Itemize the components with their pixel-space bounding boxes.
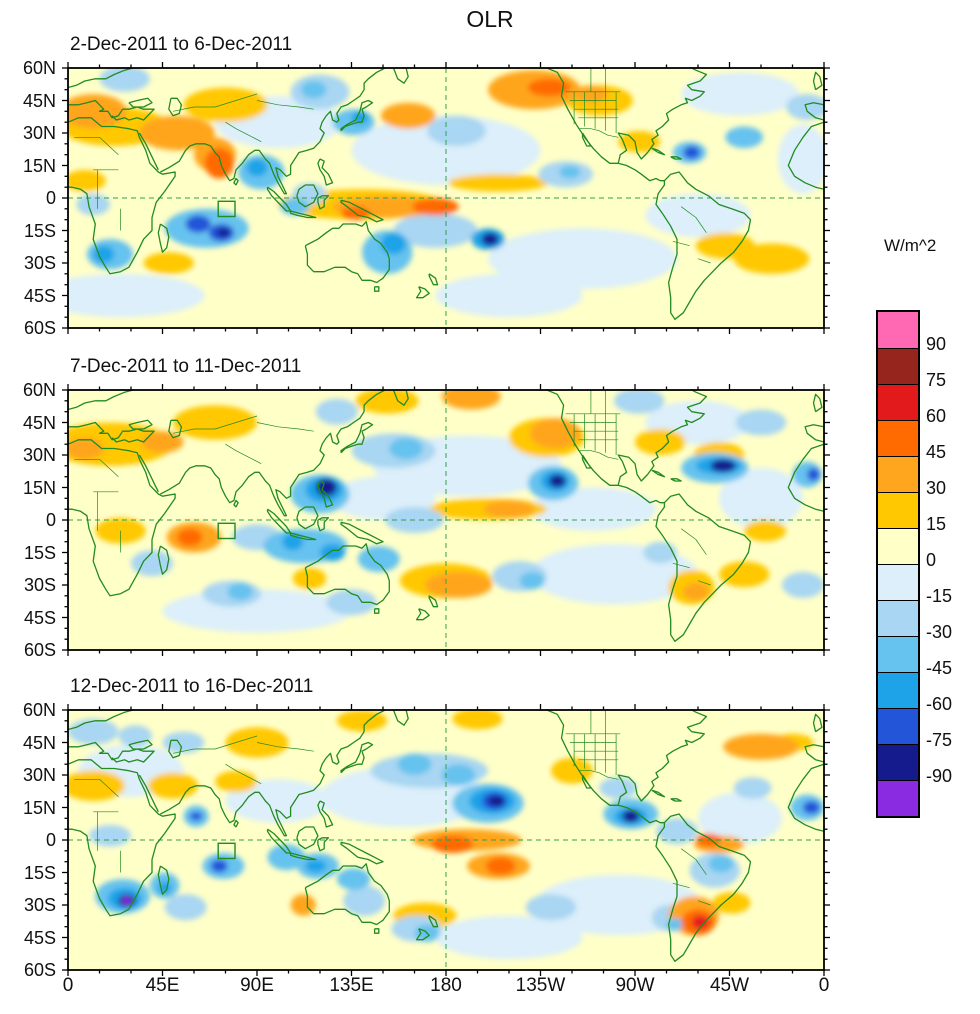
roi-box xyxy=(217,842,236,860)
roi-box xyxy=(217,522,236,540)
colorbar-tick-label: -60 xyxy=(926,694,953,714)
map-panel-svg xyxy=(61,61,831,335)
lon-tick-label: 45E xyxy=(145,975,180,996)
lat-tick-label: 0 xyxy=(45,510,56,530)
lon-tick-label: 135E xyxy=(329,975,374,996)
lat-tick-label: 30S xyxy=(23,575,56,595)
colorbar-segment xyxy=(878,744,918,780)
colorbar-tick-label: 0 xyxy=(926,550,937,570)
colorbar-segment xyxy=(878,600,918,636)
colorbar-tick-label: 45 xyxy=(926,442,947,462)
colorbar xyxy=(876,310,920,818)
lat-tick-label: 30N xyxy=(22,445,56,465)
roi-box xyxy=(217,200,236,218)
lat-tick-label: 15N xyxy=(22,155,56,176)
lat-tick-label: 45S xyxy=(23,285,56,306)
lon-tick-label: 45W xyxy=(709,975,750,996)
map-panel-svg xyxy=(61,703,831,977)
colorbar-tick-label: -30 xyxy=(926,622,953,642)
anomaly-field xyxy=(68,68,824,318)
colorbar-segment xyxy=(878,456,918,492)
map-panel-2 xyxy=(60,382,832,658)
colorbar-segment xyxy=(878,708,918,744)
lon-tick-label: 90W xyxy=(615,975,655,996)
lat-tick-label: 45N xyxy=(22,90,56,111)
lat-tick-label: 45S xyxy=(23,927,56,948)
lat-tick-label: 45N xyxy=(22,732,56,753)
lat-tick-label: 15S xyxy=(23,220,56,241)
lat-tick-label: 60S xyxy=(23,640,56,660)
colorbar-segment xyxy=(878,672,918,708)
lat-tick-label: 15S xyxy=(23,542,56,563)
colorbar-segment xyxy=(878,564,918,600)
lat-tick-label: 60N xyxy=(22,700,56,720)
lat-tick-label: 0 xyxy=(45,188,56,208)
colorbar-tick-label: -45 xyxy=(926,658,953,678)
colorbar-tick-label: 90 xyxy=(926,334,947,354)
lat-tick-label: 60N xyxy=(22,58,56,78)
lon-tick-label: 180 xyxy=(430,975,462,996)
colorbar-segment xyxy=(878,528,918,564)
lat-tick-label: 30S xyxy=(23,895,56,915)
colorbar-units-label: W/m^2 xyxy=(884,236,937,255)
colorbar-tick-label: 75 xyxy=(926,370,947,390)
lon-tick-label: 90E xyxy=(240,975,274,996)
lat-tick-label: 60N xyxy=(22,380,56,400)
colorbar-tick-label: -15 xyxy=(926,586,953,606)
anomaly-field xyxy=(68,710,824,960)
colorbar-segment xyxy=(878,780,918,816)
colorbar-segment xyxy=(878,492,918,528)
lat-tick-label: 45N xyxy=(22,412,56,433)
panel-2-title: 7-Dec-2011 to 11-Dec-2011 xyxy=(70,356,302,377)
lon-tick-label: 135W xyxy=(515,975,566,996)
colorbar-tick-label: 30 xyxy=(926,478,947,498)
colorbar-tick-label: 15 xyxy=(926,514,947,534)
colorbar-segment xyxy=(878,384,918,420)
map-panel-1 xyxy=(60,60,832,336)
colorbar-segment xyxy=(878,636,918,672)
colorbar-tick-label: -90 xyxy=(926,766,953,786)
lat-tick-label: 30S xyxy=(23,253,56,273)
figure-title: OLR xyxy=(466,6,514,32)
colorbar-tick-label: 60 xyxy=(926,406,947,426)
lat-tick-label: 15S xyxy=(23,862,56,883)
lon-tick-label: 0 xyxy=(62,975,74,996)
lat-tick-label: 0 xyxy=(45,830,56,850)
map-panel-svg xyxy=(61,383,831,657)
map-panel-3 xyxy=(60,702,832,978)
colorbar-segment xyxy=(878,312,918,348)
panel-1-title: 2-Dec-2011 to 6-Dec-2011 xyxy=(70,34,293,55)
lat-tick-label: 30N xyxy=(22,765,56,785)
lat-tick-label: 15N xyxy=(22,477,56,498)
lat-tick-label: 30N xyxy=(22,123,56,143)
lat-tick-label: 60S xyxy=(23,960,56,980)
lat-tick-label: 60S xyxy=(23,318,56,338)
lat-tick-label: 15N xyxy=(22,797,56,818)
colorbar-segment xyxy=(878,420,918,456)
colorbar-tick-label: -75 xyxy=(926,730,953,750)
lat-tick-label: 45S xyxy=(23,607,56,628)
lon-tick-label: 0 xyxy=(818,975,830,996)
colorbar-segment xyxy=(878,348,918,384)
panel-3-title: 12-Dec-2011 to 16-Dec-2011 xyxy=(70,676,314,697)
